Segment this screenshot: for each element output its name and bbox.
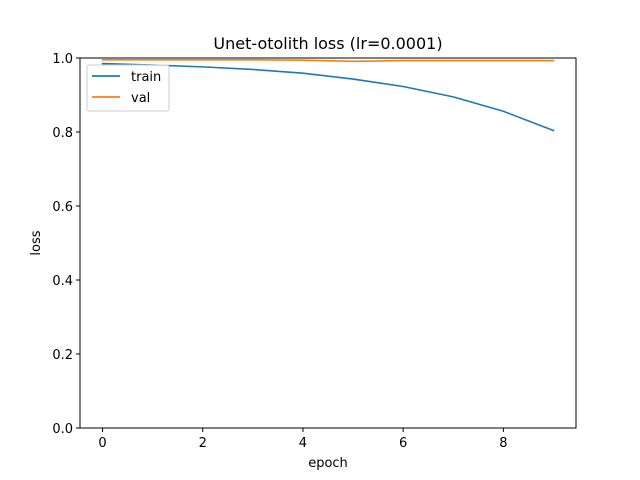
x-tick-label: 8	[499, 436, 507, 451]
legend-label-train: train	[131, 70, 161, 85]
axes-frame	[79, 57, 577, 429]
y-tick-label: 0.8	[52, 126, 73, 141]
legend: train val	[86, 64, 170, 112]
x-tick-label: 6	[399, 436, 407, 451]
series-line-val	[101, 59, 555, 63]
x-tick-label: 2	[199, 436, 207, 451]
y-axis-label: loss	[29, 230, 44, 255]
x-tick-label: 0	[98, 436, 106, 451]
plot-area	[79, 57, 577, 429]
y-axis-ticks: 0.0 0.2 0.4 0.6 0.8 1.0	[52, 52, 80, 437]
series-line-train	[101, 62, 555, 132]
y-tick-label: 0.0	[52, 422, 73, 437]
y-tick-label: 0.4	[52, 274, 73, 289]
x-axis-label: epoch	[308, 456, 348, 471]
y-tick-label: 0.2	[52, 348, 73, 363]
series-layer	[101, 59, 555, 132]
legend-label-val: val	[131, 91, 150, 106]
y-tick-label: 1.0	[52, 52, 73, 67]
x-axis-ticks: 0 2 4 6 8	[98, 428, 507, 451]
y-tick-label: 0.6	[52, 200, 73, 215]
chart-title: Unet-otolith loss (lr=0.0001)	[213, 34, 442, 53]
x-tick-label: 4	[299, 436, 307, 451]
